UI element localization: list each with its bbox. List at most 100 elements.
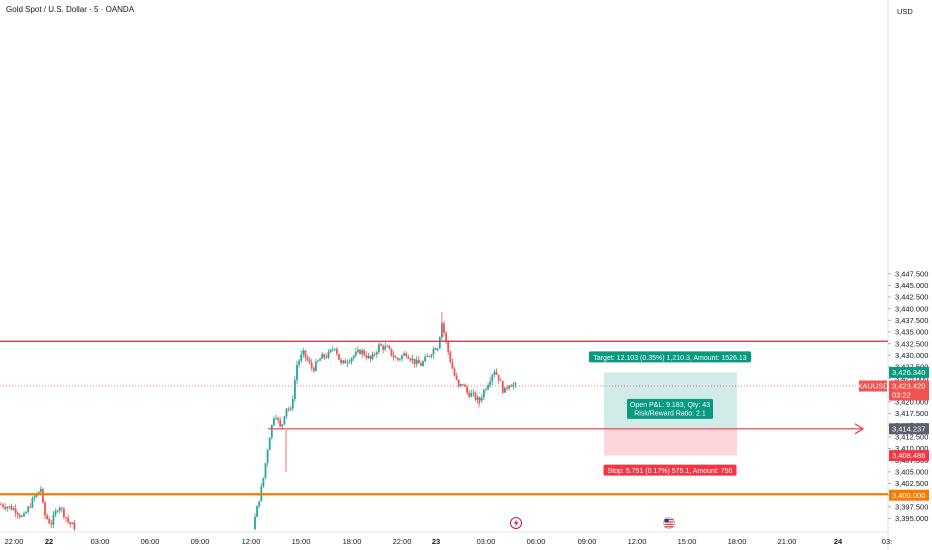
- candle-body: [39, 488, 42, 492]
- candle-body: [447, 341, 450, 353]
- candle-body: [443, 323, 445, 333]
- candle-body: [16, 512, 19, 515]
- candle-body: [386, 346, 389, 347]
- candle-body: [308, 360, 311, 363]
- candle-body: [285, 408, 288, 417]
- candle-body: [2, 504, 4, 507]
- candle-body: [258, 501, 261, 507]
- candle-body: [434, 348, 437, 351]
- candle-body: [294, 380, 296, 399]
- stop-label-text: Stop: 5.751 (0.17%) 575.1, Amount: 750: [608, 468, 733, 475]
- candle-body: [354, 351, 357, 356]
- candle-body: [60, 507, 63, 509]
- candle-body: [342, 360, 345, 363]
- time-tick-label: 03:00: [477, 537, 496, 546]
- candle-body: [331, 349, 334, 351]
- candle-body: [283, 416, 286, 425]
- candle-body: [8, 506, 11, 508]
- price-tick-label: 3,435.000: [895, 328, 928, 337]
- candle-body: [378, 344, 380, 353]
- candle-body: [300, 354, 303, 361]
- time-tick-label: 12:00: [628, 537, 647, 546]
- current-price-value: 3,423.420: [892, 382, 925, 391]
- candle-body: [312, 367, 315, 371]
- time-tick-label: 22:00: [5, 537, 24, 546]
- time-tick-label: 09:00: [191, 537, 210, 546]
- candle-body: [371, 354, 374, 360]
- entry-price-tag-text: 3,414.237: [892, 424, 925, 433]
- symbol-tag-text: XAUUSD: [857, 382, 889, 391]
- target-price-tag[interactable]: 3,426.340: [889, 366, 929, 378]
- candle-body: [287, 408, 290, 410]
- candle-body: [275, 417, 277, 419]
- us-flag-icon[interactable]: [663, 517, 675, 529]
- stop-price-tag-bg: [889, 450, 929, 462]
- time-axis[interactable]: 22:00 22 03:00 06:00 09:00 12:00 15:00 18:00 22:…: [5, 537, 893, 546]
- candle-body: [4, 506, 6, 509]
- candle-body: [432, 348, 435, 355]
- currency-label[interactable]: USD: [897, 7, 913, 16]
- price-tick-label: 3,410.000: [895, 444, 928, 453]
- ratio-text: Risk/Reward Ratio: 2.1: [634, 410, 706, 417]
- lightning-icon[interactable]: [510, 517, 522, 529]
- candle-body: [428, 356, 431, 357]
- time-tick-label: 03:00: [91, 537, 110, 546]
- candle-body: [426, 356, 429, 357]
- candle-body: [348, 361, 351, 363]
- candle-body: [480, 397, 483, 401]
- candle-body: [394, 357, 397, 358]
- symbol-tag-bg: [859, 380, 887, 392]
- symbol-tag[interactable]: XAUUSD: [857, 380, 889, 392]
- candle-body: [411, 358, 414, 361]
- candle-body: [453, 368, 456, 376]
- candle-body: [493, 371, 496, 375]
- candle-body: [291, 398, 294, 409]
- candle-body: [21, 516, 23, 518]
- candle-body: [359, 349, 361, 354]
- candle-body: [317, 360, 319, 362]
- candle-body: [483, 390, 485, 398]
- level-price-tag[interactable]: 3,400.000: [889, 489, 929, 501]
- level-price-tag-bg: [889, 489, 929, 501]
- candle-body: [504, 387, 506, 393]
- candle-body: [73, 522, 76, 530]
- candle-body: [346, 362, 349, 364]
- candle-body: [338, 353, 340, 360]
- candle-body: [474, 392, 477, 400]
- candle-body: [445, 332, 447, 342]
- candle-body: [29, 506, 32, 508]
- stop-label[interactable]: Stop: 5.751 (0.17%) 575.1, Amount: 750: [603, 464, 737, 476]
- candle-body: [472, 392, 475, 394]
- candle-body: [266, 450, 269, 464]
- time-tick-label: 22: [45, 537, 53, 546]
- time-tick-label: 24: [834, 537, 843, 546]
- candle-body: [401, 355, 403, 359]
- candle-body: [369, 355, 372, 360]
- candle-body: [277, 417, 279, 420]
- candle-body: [466, 386, 468, 393]
- target-label[interactable]: Target: 12.103 (0.35%) 1,210.3, Amount: …: [589, 351, 751, 363]
- candle-body: [10, 506, 13, 510]
- time-tick-label: 09:00: [578, 537, 597, 546]
- pnl-label-bg: [627, 398, 713, 419]
- candle-body: [405, 353, 408, 357]
- candle-body: [14, 508, 17, 513]
- candle-body: [409, 358, 412, 361]
- candle-body: [264, 463, 267, 478]
- candle-body: [67, 518, 69, 522]
- candle-body: [323, 354, 326, 358]
- stop-price-tag[interactable]: 3,408.486: [889, 450, 929, 462]
- loss-zone[interactable]: [604, 428, 737, 456]
- candle-body: [415, 359, 418, 365]
- candle-body: [18, 514, 21, 517]
- entry-price-tag[interactable]: 3,414.237: [889, 423, 929, 435]
- candle-body: [413, 358, 416, 365]
- candle-body: [12, 508, 15, 510]
- candle-body: [422, 361, 424, 366]
- candle-body: [344, 360, 347, 364]
- candle-body: [459, 384, 462, 386]
- candle-body: [319, 358, 321, 361]
